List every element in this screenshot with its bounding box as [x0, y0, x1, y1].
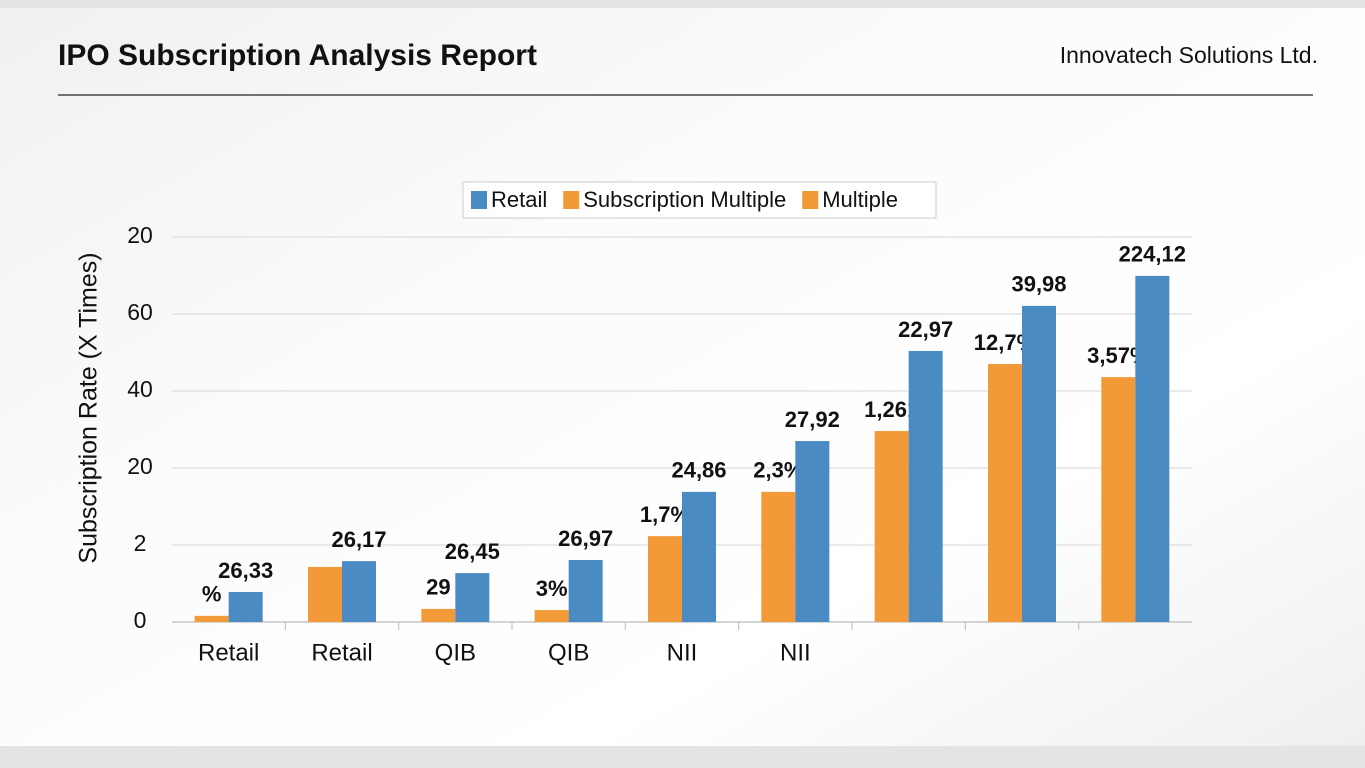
- bar: [342, 561, 376, 622]
- bar: [568, 560, 603, 622]
- bar: [648, 536, 682, 622]
- bar: [1022, 305, 1056, 622]
- bar: [1135, 275, 1170, 622]
- bar: [421, 608, 456, 622]
- y-axis-label: Subscription Rate (X Times): [75, 252, 103, 563]
- bar: [795, 441, 830, 622]
- legend-label: Multiple: [822, 187, 898, 212]
- legend-swatch: [563, 191, 580, 209]
- x-tick-label: NII: [780, 639, 811, 666]
- bar-annotation: 26,45: [445, 539, 500, 564]
- bar-annotation: 22,97: [898, 317, 953, 342]
- page-title: IPO Subscription Analysis Report: [58, 39, 537, 72]
- bar: [874, 431, 909, 622]
- bar: [534, 610, 569, 622]
- company-name: Innovatech Solutions Ltd.: [1060, 42, 1318, 68]
- bar: [194, 615, 229, 622]
- bar-annotation: 27,92: [785, 407, 840, 432]
- bar-annotation: 26,17: [331, 527, 386, 552]
- bar-annotation: 2,3%: [753, 458, 803, 483]
- x-tick-label: Retail: [311, 639, 372, 666]
- bar-annotation: 26,97: [558, 526, 613, 551]
- bar-annotation: 26,33: [218, 558, 273, 583]
- bar-annotation: 224,12: [1119, 242, 1186, 267]
- legend-swatch: [471, 191, 487, 209]
- x-tick-label: NII: [667, 639, 698, 666]
- top-strip: [0, 0, 1365, 8]
- bar-annotation: 3%: [536, 576, 568, 601]
- bar-annotation: %: [202, 582, 222, 607]
- bar-annotation: 24,86: [671, 458, 726, 483]
- bar: [761, 491, 796, 622]
- y-tick-label: 20: [127, 453, 153, 479]
- y-tick-label: 20: [127, 222, 153, 248]
- y-tick-label: 0: [134, 607, 147, 633]
- bar: [308, 566, 342, 622]
- y-tick-label: 2: [134, 530, 147, 556]
- bar: [908, 350, 943, 622]
- bottom-strip: [0, 746, 1365, 768]
- y-tick-label: 40: [127, 376, 153, 402]
- bar: [455, 573, 490, 622]
- bar-annotation: 1,7%: [640, 502, 690, 527]
- bar: [1101, 377, 1136, 622]
- y-tick-label: 60: [127, 299, 153, 325]
- legend: [462, 181, 937, 219]
- legend-label: Subscription Multiple: [583, 187, 786, 212]
- bar-annotation: 39,98: [1011, 272, 1066, 297]
- bar-annotation: 29: [426, 575, 450, 600]
- bar: [228, 591, 263, 622]
- x-tick-label: QIB: [435, 639, 476, 666]
- legend-label: Retail: [491, 187, 547, 212]
- bar: [682, 491, 716, 622]
- bar: [988, 364, 1022, 622]
- x-tick-label: QIB: [548, 639, 589, 666]
- legend-swatch: [802, 191, 819, 209]
- x-tick-label: Retail: [198, 639, 259, 666]
